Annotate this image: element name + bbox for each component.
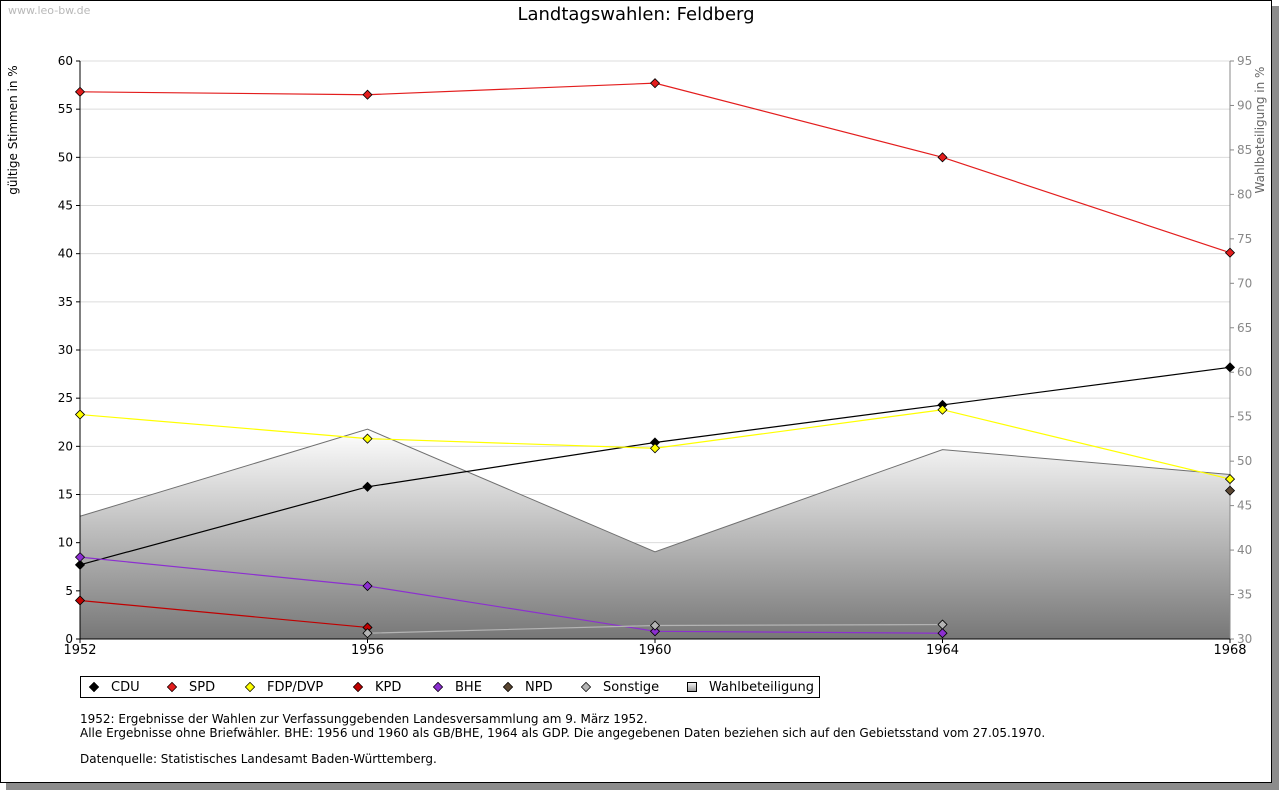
data-point-spd [362,89,373,100]
legend-label-npd: NPD [525,680,553,695]
turnout-line [79,428,1231,553]
data-point-bhe [649,626,661,637]
y-left-tick-label: 20 [58,439,73,453]
data-point-fdp-dvp [937,404,948,415]
frame-shadow-bottom [6,783,1279,790]
legend-label-spd: SPD [189,680,216,695]
notes: 1952: Ergebnisse der Wahlen zur Verfassu… [80,712,1045,740]
x-tick-label: 1968 [1213,643,1246,658]
y-left-tick-label: 40 [58,247,73,261]
y-right-tick-label: 60 [1237,365,1252,379]
y-left-tick-label: 30 [58,343,73,357]
legend-label-wahlbeteiligung: Wahlbeteiligung [709,680,815,695]
chart-title: Landtagswahlen: Feldberg [517,4,755,25]
data-point-npd [1224,485,1236,496]
data-point-spd [937,152,948,163]
data-point-fdp-dvp [74,409,86,420]
legend-marker-spd [166,681,178,693]
legend-label-sonstige: Sonstige [603,680,660,695]
series-line-kpd [79,599,368,629]
note-line-1: 1952: Ergebnisse der Wahlen zur Verfassu… [80,712,648,726]
y-left-tick-label: 10 [58,536,73,550]
x-tick-label: 1956 [351,643,384,658]
data-point-sonstige [362,628,373,639]
frame-shadow-right [1272,6,1279,789]
legend-marker-wahlbeteiligung [687,682,697,692]
y-right-tick-label: 30 [1237,632,1252,646]
data-point-cdu [1224,362,1236,373]
y-left-tick-label: 60 [58,54,73,68]
watermark: www.leo-bw.de [8,4,91,17]
y-right-tick-label: 55 [1237,410,1252,424]
data-point-fdp-dvp [362,433,373,444]
y-right-tick-label: 65 [1237,321,1252,335]
y-right-tick-label: 50 [1237,454,1252,468]
y-right-tick-label: 95 [1237,54,1252,68]
data-point-bhe [74,552,86,563]
y-right-tick-label: 40 [1237,543,1252,557]
legend-marker-npd [502,681,514,693]
y-right-tick-label: 45 [1237,499,1252,513]
legend-label-bhe: BHE [455,680,482,695]
data-point-sonstige [649,620,661,631]
chart-svg: 0 5 10 15 20 25 30 35 40 45 50 55 60 30 35 40 45 50 55 60 65… [58,54,1253,658]
y-right-tick-label: 90 [1237,98,1252,112]
legend-label-fdp-dvp: FDP/DVP [267,680,324,695]
x-tick-label: 1964 [926,643,959,658]
x-tick-label: 1952 [63,643,96,658]
note-line-2: Alle Ergebnisse ohne Briefwähler. BHE: 1… [80,726,1046,740]
data-point-fdp-dvp [649,443,661,454]
y-left-tick-label: 0 [65,632,73,646]
y-right-tick-label: 35 [1237,588,1252,602]
legend-marker-fdp-dvp [244,681,256,693]
y-left-tick-label: 50 [58,150,73,164]
data-point-cdu [362,481,373,492]
legend-marker-bhe [432,681,444,693]
y-right-tick-label: 75 [1237,232,1252,246]
y-left-tick-label: 55 [58,102,73,116]
data-point-bhe [937,628,948,639]
data-point-spd [649,78,661,89]
data-point-fdp-dvp [1224,474,1236,485]
data-point-spd [74,86,86,97]
data-point-kpd [74,595,86,606]
series-line-spd [79,82,1231,254]
legend-marker-cdu [88,681,100,693]
legend-marker-kpd [352,681,364,693]
y-right-tick-label: 80 [1237,187,1252,201]
y-left-tick-label: 45 [58,199,73,213]
y-left-tick-label: 15 [58,488,73,502]
data-point-bhe [362,580,373,592]
y-left-tick-label: 25 [58,391,73,405]
y-left-tick-label: 5 [65,584,73,598]
legend-label-cdu: CDU [111,680,140,695]
data-point-spd [1224,247,1236,258]
legend-marker-sonstige [580,681,592,693]
turnout-area [80,429,1230,639]
legend: CDU SPD FDP/DVP KPD BHE NPD Sonstige Wahlbeteil… [80,676,820,698]
data-point-cdu [74,559,86,570]
y-right-tick-label: 85 [1237,143,1252,157]
data-point-sonstige [937,619,948,630]
series-line-bhe [79,556,943,634]
legend-label-kpd: KPD [375,680,402,695]
data-source: Datenquelle: Statistisches Landesamt Bad… [80,752,437,766]
y-left-tick-label: 35 [58,295,73,309]
x-tick-label: 1960 [638,643,671,658]
y-right-tick-label: 70 [1237,276,1252,290]
